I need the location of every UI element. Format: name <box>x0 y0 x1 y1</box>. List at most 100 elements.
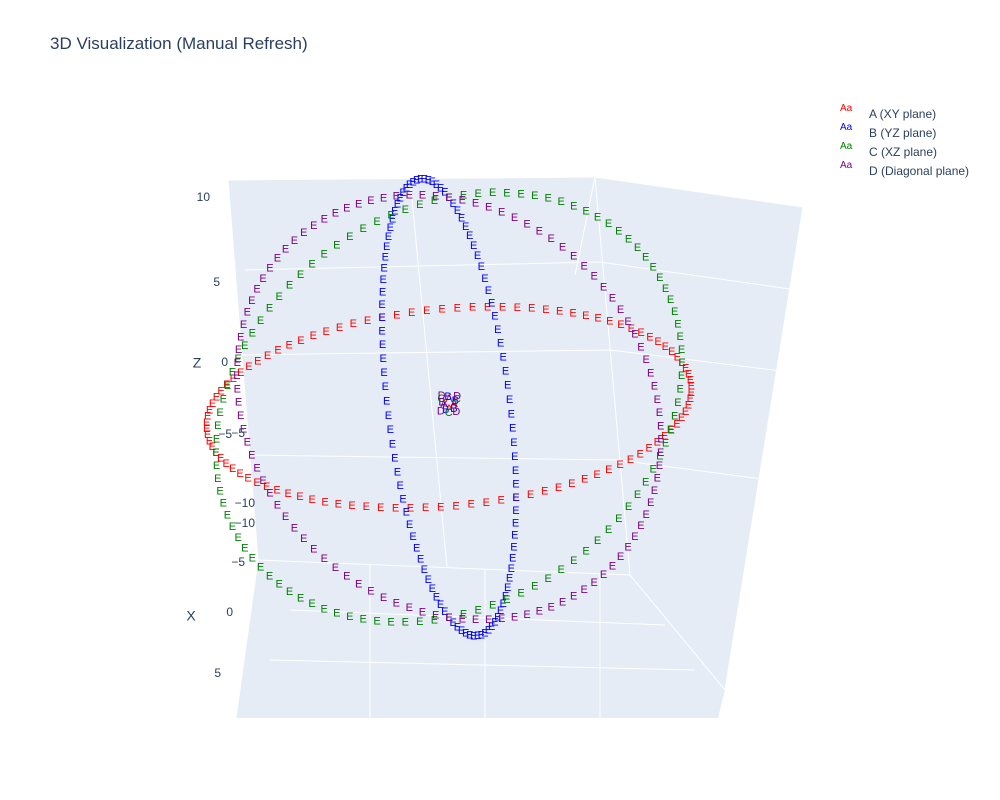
data-point: E <box>462 221 469 233</box>
data-point: E <box>647 497 654 509</box>
data-point: E <box>508 563 515 575</box>
x-tick-label: 5 <box>214 666 221 680</box>
data-point: E <box>379 339 386 351</box>
data-point: E <box>445 612 452 624</box>
legend-item[interactable]: Aa D (Diagonal plane) <box>840 160 969 180</box>
data-point: E <box>235 353 242 365</box>
data-point: E <box>409 531 416 543</box>
gridline <box>574 176 596 276</box>
data-point: E <box>569 308 576 320</box>
data-point: E <box>667 294 674 306</box>
data-point: E <box>502 590 509 602</box>
data-point: E <box>308 259 315 271</box>
data-point: E <box>421 564 428 576</box>
y-tick-label: −10 <box>235 496 256 510</box>
data-point: E <box>581 584 588 596</box>
data-point: E <box>336 322 343 334</box>
data-point: E <box>380 353 387 365</box>
gridline <box>269 659 696 671</box>
data-point: E <box>223 458 230 470</box>
data-point: E <box>511 612 518 624</box>
data-point: E <box>582 310 589 322</box>
data-point: E <box>491 310 498 322</box>
data-point: E <box>321 553 328 565</box>
data-point: E <box>671 306 678 318</box>
data-point: E <box>380 192 387 204</box>
gridline <box>629 574 726 691</box>
data-point: E <box>558 564 565 576</box>
data-point: E <box>348 500 355 512</box>
data-point: E <box>203 417 210 429</box>
data-point: E <box>229 463 236 475</box>
data-point: E <box>413 543 420 555</box>
data-point: E <box>282 511 289 523</box>
data-point: E <box>419 606 426 618</box>
data-point: E <box>286 280 293 292</box>
scene-floor <box>236 560 725 718</box>
data-point: E <box>216 486 223 498</box>
gridline <box>617 459 771 481</box>
data-point: E <box>674 397 681 409</box>
data-point: E <box>510 541 517 553</box>
data-point: E <box>276 291 283 303</box>
center-label: D <box>452 406 460 418</box>
data-point: E <box>445 612 452 624</box>
data-point: E <box>209 398 216 410</box>
data-point: E <box>512 518 519 530</box>
data-point: E <box>481 273 488 285</box>
data-point: E <box>545 573 552 585</box>
legend-item[interactable]: Aa B (YZ plane) <box>840 122 969 142</box>
center-label: D <box>437 405 445 417</box>
legend-item[interactable]: Aa A (XY plane) <box>840 103 969 123</box>
data-point: E <box>466 230 473 242</box>
data-point: E <box>541 486 548 498</box>
data-point: E <box>517 588 524 600</box>
data-point: E <box>378 299 385 311</box>
data-point: E <box>556 306 563 318</box>
data-point: E <box>429 176 436 188</box>
data-point: E <box>249 552 256 564</box>
data-point: E <box>431 614 438 626</box>
data-point: E <box>678 357 685 369</box>
data-point: E <box>627 454 634 466</box>
data-point: E <box>570 591 577 603</box>
data-point: E <box>509 552 516 564</box>
data-point: E <box>355 198 362 210</box>
data-point: E <box>425 574 432 586</box>
data-point: E <box>677 384 684 396</box>
data-point: E <box>510 437 517 449</box>
data-point: E <box>206 435 213 447</box>
data-point: E <box>321 603 328 615</box>
data-point: E <box>391 206 398 218</box>
data-point: E <box>355 578 362 590</box>
legend-swatch: Aa <box>840 103 853 114</box>
data-point: E <box>203 423 210 435</box>
data-point: E <box>662 437 669 449</box>
data-point: E <box>241 543 248 555</box>
data-point: E <box>237 331 244 343</box>
legend-item[interactable]: Aa C (XZ plane) <box>840 141 969 161</box>
data-point: E <box>383 241 390 253</box>
data-point: E <box>570 201 577 213</box>
data-point: E <box>499 301 506 313</box>
center-label: B <box>452 395 459 407</box>
data-point: E <box>656 407 663 419</box>
data-point: E <box>643 354 650 366</box>
data-point: E <box>212 447 219 459</box>
data-point: E <box>220 498 227 510</box>
data-point: E <box>248 295 255 307</box>
data-point: E <box>240 423 247 435</box>
data-point: E <box>605 524 612 536</box>
data-point: E <box>397 480 404 492</box>
data-point: E <box>433 591 440 603</box>
data-point: E <box>229 366 236 378</box>
series-3: EEEEEEEEEEEEEEEEEEEEEEEEEEEEEEEEEEEEEEEE… <box>212 187 685 628</box>
data-point: E <box>393 191 400 203</box>
data-point: E <box>213 434 220 446</box>
data-point: E <box>321 249 328 261</box>
data-point: E <box>377 502 384 514</box>
data-point: E <box>512 465 519 477</box>
data-point: E <box>634 489 641 501</box>
data-point: E <box>642 476 649 488</box>
